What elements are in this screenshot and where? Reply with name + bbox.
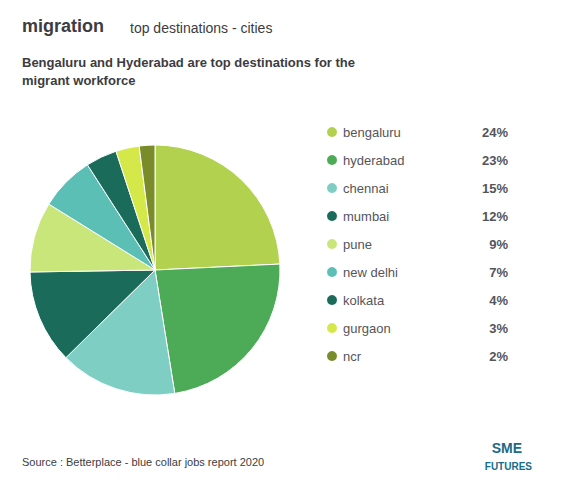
svg-text:top destinations - cities: top destinations - cities	[130, 20, 272, 36]
svg-text:SME: SME	[492, 440, 522, 456]
svg-text:3%: 3%	[489, 321, 508, 336]
svg-text:4%: 4%	[489, 293, 508, 308]
svg-text:gurgaon: gurgaon	[343, 321, 391, 336]
svg-text:15%: 15%	[482, 181, 508, 196]
svg-text:9%: 9%	[489, 237, 508, 252]
svg-text:chennai: chennai	[343, 181, 389, 196]
svg-text:2%: 2%	[489, 349, 508, 364]
svg-text:migrant workforce: migrant workforce	[22, 73, 135, 88]
svg-text:bengaluru: bengaluru	[343, 125, 401, 140]
svg-text:FUTURES: FUTURES	[485, 461, 533, 472]
svg-text:Bengaluru and Hyderabad are to: Bengaluru and Hyderabad are top destinat…	[22, 55, 355, 70]
svg-text:hyderabad: hyderabad	[343, 153, 404, 168]
svg-text:migration: migration	[22, 16, 104, 36]
svg-text:12%: 12%	[482, 209, 508, 224]
svg-text:Source : Betterplace - blue co: Source : Betterplace - blue collar jobs …	[22, 456, 264, 468]
svg-text:24%: 24%	[482, 125, 508, 140]
svg-text:7%: 7%	[489, 265, 508, 280]
svg-text:23%: 23%	[482, 153, 508, 168]
svg-text:kolkata: kolkata	[343, 293, 385, 308]
svg-text:pune: pune	[343, 237, 372, 252]
svg-text:ncr: ncr	[343, 349, 362, 364]
svg-text:new delhi: new delhi	[343, 265, 398, 280]
svg-text:mumbai: mumbai	[343, 209, 389, 224]
